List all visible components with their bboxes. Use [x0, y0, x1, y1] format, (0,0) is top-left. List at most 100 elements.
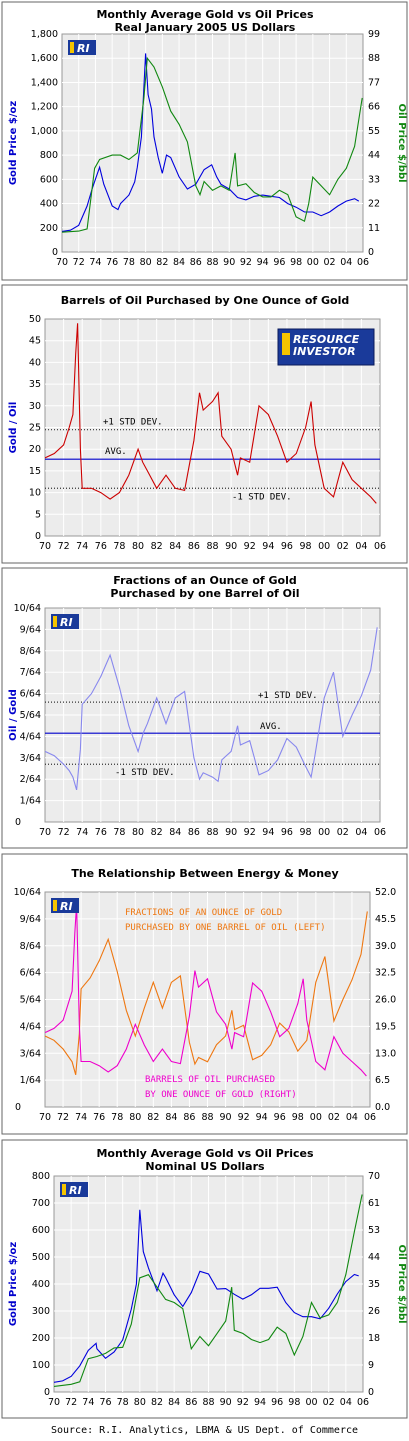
y-left-tick-label: 0: [15, 1102, 21, 1113]
y-right-tick-label: 26: [368, 1306, 380, 1317]
y-right-axis-label: Oil Price $/bbl: [396, 103, 407, 182]
y-left-tick-label: 200: [32, 1333, 50, 1344]
reference-line-label: AVG.: [105, 447, 127, 457]
y-right-tick-label: 9: [368, 1360, 374, 1371]
x-tick-label: 02: [323, 1397, 335, 1408]
x-tick-label: 82: [147, 1112, 159, 1123]
x-tick-label: 74: [76, 827, 88, 838]
source-text: Source: R.I. Analytics, LBMA & US Dept. …: [50, 1425, 359, 1436]
x-tick-label: 84: [169, 827, 181, 838]
x-tick-label: 96: [271, 1397, 283, 1408]
y-left-tick-label: 600: [40, 174, 58, 185]
x-tick-label: 00: [305, 1397, 317, 1408]
y-left-tick-label: 3/64: [20, 753, 41, 764]
x-tick-label: 76: [93, 1112, 105, 1123]
logo-text: RI: [77, 42, 90, 55]
chart-subtitle: Real January 2005 US Dollars: [115, 21, 296, 34]
x-tick-label: 82: [151, 1397, 163, 1408]
x-tick-label: 76: [95, 827, 107, 838]
y-left-tick-label: 9/64: [20, 624, 41, 635]
annotation-line1: FRACTIONS OF AN OUNCE OF GOLD: [125, 908, 282, 918]
y-left-tick-label: 0: [15, 817, 21, 828]
y-right-tick-label: 13.0: [375, 1048, 396, 1059]
x-tick-label: 70: [39, 541, 51, 552]
y-left-tick-label: 400: [40, 199, 58, 210]
y-left-tick-label: 400: [32, 1279, 50, 1290]
x-tick-label: 98: [288, 1397, 300, 1408]
x-tick-label: 04: [355, 827, 367, 838]
reference-line-label: -1 STD DEV.: [115, 768, 175, 778]
x-tick-label: 04: [340, 1397, 352, 1408]
logo-text: RI: [60, 900, 73, 913]
y-left-axis-label: Gold Price $/oz: [8, 101, 19, 186]
y-left-tick-label: 40: [29, 357, 41, 368]
x-tick-label: 82: [156, 257, 168, 268]
logo-text: RI: [60, 616, 73, 629]
x-tick-label: 76: [106, 257, 118, 268]
x-tick-label: 00: [318, 827, 330, 838]
series-line-oil-gold: [45, 627, 378, 791]
x-tick-label: 06: [357, 257, 369, 268]
y-left-tick-label: 5: [35, 509, 41, 520]
x-tick-label: 90: [220, 1112, 232, 1123]
x-tick-label: 80: [129, 1112, 141, 1123]
x-tick-label: 88: [206, 827, 218, 838]
y-left-tick-label: 100: [32, 1360, 50, 1371]
chart-panel-4: The Relationship Between Energy & Money 7…: [1, 853, 408, 1135]
y-right-tick-label: 22: [368, 199, 380, 210]
series-line-gold: [54, 1209, 359, 1383]
y-left-tick-label: 10/64: [14, 603, 41, 614]
x-tick-label: 02: [328, 1112, 340, 1123]
x-tick-label: 80: [134, 1397, 146, 1408]
x-tick-label: 78: [113, 541, 125, 552]
x-tick-label: 78: [113, 827, 125, 838]
x-tick-label: 06: [374, 827, 386, 838]
y-right-tick-label: 66: [368, 102, 380, 113]
y-right-tick-label: 6.5: [375, 1075, 390, 1086]
y-left-tick-label: 4/64: [20, 1021, 41, 1032]
x-tick-label: 94: [262, 827, 274, 838]
series-line-oil: [62, 56, 363, 233]
y-left-tick-label: 600: [32, 1225, 50, 1236]
y-right-tick-label: 44: [368, 1252, 380, 1263]
series-line-oil-gold: [45, 911, 368, 1075]
x-tick-label: 80: [140, 257, 152, 268]
series-line-oil: [54, 1194, 363, 1387]
x-tick-label: 84: [168, 1397, 180, 1408]
annotation-line2: PURCHASED BY ONE BARREL OF OIL (LEFT): [125, 923, 325, 933]
y-right-tick-label: 45.5: [375, 914, 396, 925]
chart-title: Fractions of an Ounce of Gold: [113, 574, 296, 587]
logo-badge: [51, 898, 79, 913]
y-left-axis-label: Gold / Oil: [8, 402, 19, 454]
x-tick-label: 74: [82, 1397, 94, 1408]
x-tick-label: 94: [256, 1112, 268, 1123]
logo-text-line1: RESOURCE: [293, 333, 360, 346]
y-right-tick-label: 33: [368, 174, 380, 185]
y-left-tick-label: 35: [29, 379, 41, 390]
x-tick-label: 82: [151, 827, 163, 838]
x-tick-label: 76: [99, 1397, 111, 1408]
y-right-tick-label: 53: [368, 1225, 380, 1236]
y-left-tick-label: 0: [35, 531, 41, 542]
chart-title: The Relationship Between Energy & Money: [71, 867, 338, 880]
x-tick-label: 92: [237, 1397, 249, 1408]
y-left-tick-label: 300: [32, 1306, 50, 1317]
x-tick-label: 94: [262, 541, 274, 552]
logo-bar: [53, 900, 57, 911]
x-tick-label: 96: [273, 257, 285, 268]
x-tick-label: 84: [165, 1112, 177, 1123]
y-left-tick-label: 6/64: [20, 689, 41, 700]
x-tick-label: 72: [58, 541, 70, 552]
x-tick-label: 04: [355, 541, 367, 552]
y-left-tick-label: 9/64: [20, 914, 41, 925]
reference-line-label: AVG.: [260, 722, 282, 732]
y-left-tick-label: 1,800: [31, 29, 58, 40]
x-tick-label: 98: [300, 541, 312, 552]
x-tick-label: 02: [337, 541, 349, 552]
x-tick-label: 90: [225, 827, 237, 838]
logo-bar: [62, 1184, 66, 1195]
x-tick-label: 98: [292, 1112, 304, 1123]
y-right-tick-label: 18: [368, 1333, 380, 1344]
